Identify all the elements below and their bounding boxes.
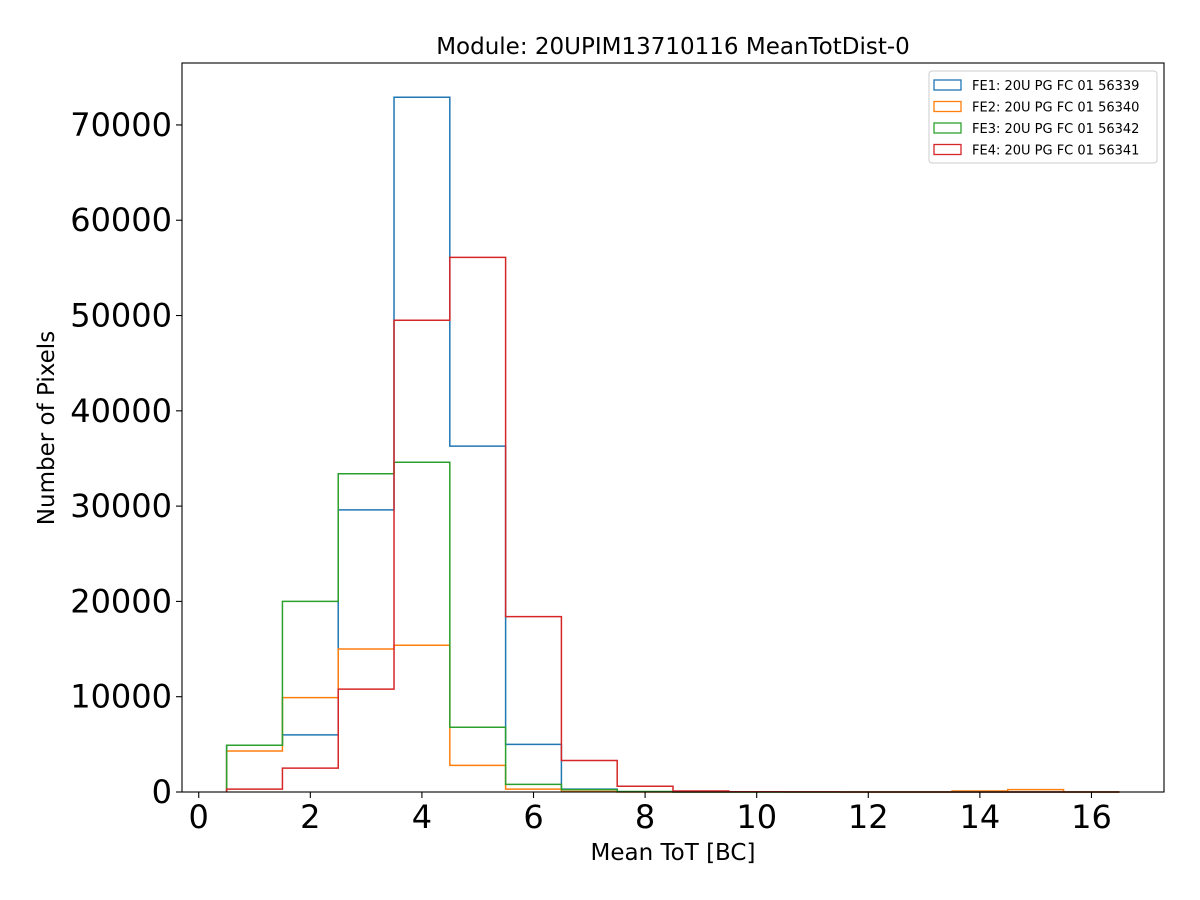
x-tick-label: 6: [523, 798, 543, 836]
y-tick-label: 30000: [70, 487, 172, 525]
legend-label-fe3: FE3: 20U PG FC 01 56342: [972, 122, 1139, 137]
x-tick-label: 2: [300, 798, 320, 836]
legend-swatch-fe1: [933, 79, 962, 91]
legend-label-fe2: FE2: 20U PG FC 01 56340: [972, 101, 1139, 116]
y-tick-label: 50000: [70, 297, 172, 335]
legend-swatch-fe3: [933, 122, 962, 134]
y-axis-label: Number of Pixels: [34, 331, 60, 525]
x-tick-label: 16: [1071, 798, 1112, 836]
axes-frame: [181, 62, 1165, 793]
chart-title: Module: 20UPIM13710116 MeanTotDist-0: [436, 34, 910, 60]
x-tick-label: 14: [960, 798, 1001, 836]
legend: FE1: 20U PG FC 01 56339 FE2: 20U PG FC 01…: [928, 70, 1158, 164]
y-tick-label: 70000: [70, 106, 172, 144]
y-tick-label: 0: [152, 773, 172, 811]
y-tick-label: 60000: [70, 201, 172, 239]
x-tick-label: 8: [635, 798, 655, 836]
legend-swatch-fe4: [933, 143, 962, 156]
x-tick-label: 0: [189, 798, 209, 836]
y-tick-label: 40000: [70, 392, 172, 430]
legend-label-fe1: FE1: 20U PG FC 01 56339: [972, 79, 1139, 94]
legend-label-fe4: FE4: 20U PG FC 01 56341: [972, 144, 1139, 159]
legend-box: [928, 70, 1158, 164]
x-tick-label: 10: [736, 798, 777, 836]
y-tick-label: 20000: [70, 582, 172, 620]
x-axis-label: Mean ToT [BC]: [591, 840, 756, 866]
legend-swatch-fe2: [933, 100, 962, 113]
x-tick-label: 4: [412, 798, 432, 836]
x-tick-label: 12: [848, 798, 889, 836]
axes: 0 2 4 6 8 10 12 14 16 0 10000 20000 30000 40000 50000 6…: [70, 62, 1165, 836]
y-tick-label: 10000: [70, 678, 172, 716]
